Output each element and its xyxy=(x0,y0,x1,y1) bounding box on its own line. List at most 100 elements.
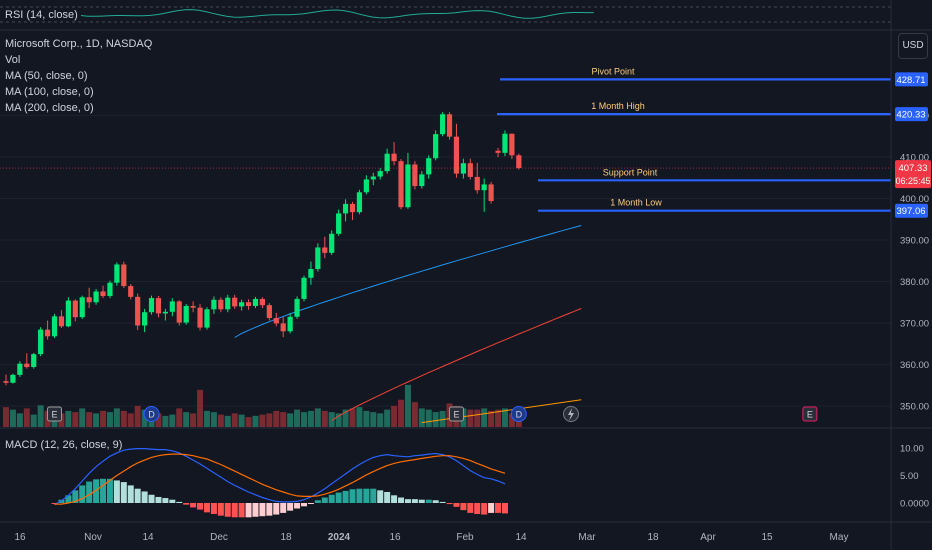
dividend-marker[interactable]: D xyxy=(143,406,160,422)
candle[interactable] xyxy=(10,373,16,384)
candle[interactable] xyxy=(502,130,508,157)
candle[interactable] xyxy=(252,296,259,309)
candle[interactable] xyxy=(266,303,272,321)
earnings-marker[interactable]: E xyxy=(802,406,818,422)
currency-button[interactable]: USD xyxy=(898,33,928,59)
candle[interactable] xyxy=(273,313,279,327)
candle[interactable] xyxy=(363,175,369,195)
candle[interactable] xyxy=(287,313,293,334)
candle[interactable] xyxy=(439,112,446,137)
candle[interactable] xyxy=(218,297,224,313)
candle[interactable] xyxy=(467,158,473,180)
candle[interactable] xyxy=(336,209,342,236)
candle[interactable] xyxy=(419,171,425,189)
candle[interactable] xyxy=(190,301,196,313)
candle[interactable] xyxy=(183,303,189,325)
time-axis[interactable]: 16 Nov 14 Dec 18 2024 16 Feb 14 Mar 18 Apr 15 May xyxy=(14,532,848,543)
candle[interactable] xyxy=(169,298,175,317)
candle[interactable] xyxy=(481,178,487,212)
candle[interactable] xyxy=(509,133,515,160)
candlesticks[interactable] xyxy=(3,112,522,386)
candle[interactable] xyxy=(79,295,85,319)
candle[interactable] xyxy=(280,317,286,338)
price-axis[interactable]: 350.00 360.00 370.00 380.00 390.00 400.00 410.… xyxy=(895,72,931,413)
candle[interactable] xyxy=(65,297,71,328)
candle[interactable] xyxy=(72,299,78,322)
candle[interactable] xyxy=(142,308,148,333)
candle[interactable] xyxy=(308,261,314,285)
indicator-vol[interactable]: Vol xyxy=(5,54,21,66)
candle[interactable] xyxy=(460,158,466,179)
candle[interactable] xyxy=(3,374,9,386)
candle[interactable] xyxy=(31,352,37,369)
candle[interactable] xyxy=(294,296,300,319)
candle[interactable] xyxy=(211,296,217,314)
earnings-marker[interactable]: E xyxy=(448,406,464,422)
rsi-pane[interactable] xyxy=(0,6,891,23)
candle[interactable] xyxy=(225,294,231,313)
candle[interactable] xyxy=(322,236,328,259)
candle[interactable] xyxy=(121,261,127,289)
dividend-marker[interactable]: D xyxy=(510,406,527,422)
candle[interactable] xyxy=(349,201,356,221)
candle[interactable] xyxy=(446,112,453,140)
candle[interactable] xyxy=(197,303,203,331)
candle[interactable] xyxy=(474,162,480,194)
indicator-ma-200[interactable]: MA (200, close, 0) xyxy=(5,102,94,114)
candle[interactable] xyxy=(204,307,210,330)
split-flash-icon[interactable] xyxy=(563,406,579,422)
candle[interactable] xyxy=(433,130,439,161)
candle[interactable] xyxy=(370,172,376,186)
candle[interactable] xyxy=(329,230,335,255)
candle[interactable] xyxy=(391,142,397,166)
macd-legend[interactable]: MACD (12, 26, close, 9) xyxy=(5,439,123,451)
candle[interactable] xyxy=(315,243,321,272)
candle[interactable] xyxy=(24,353,30,369)
candle[interactable] xyxy=(259,297,266,309)
candle[interactable] xyxy=(86,287,92,309)
horizontal-levels[interactable]: Pivot Point 1 Month High Support Point 1 Mo… xyxy=(497,66,891,212)
level-1-month-high[interactable]: 1 Month High xyxy=(497,101,891,116)
symbol-title[interactable]: Microsoft Corp., 1D, NASDAQ xyxy=(5,38,153,50)
candle[interactable] xyxy=(453,123,460,178)
indicator-ma-50[interactable]: MA (50, close, 0) xyxy=(5,70,88,82)
candle[interactable] xyxy=(135,293,141,331)
level-1-month-low[interactable]: 1 Month Low xyxy=(538,198,891,212)
candle[interactable] xyxy=(148,295,155,315)
candle[interactable] xyxy=(239,299,245,311)
level-support-point[interactable]: Support Point xyxy=(538,167,891,182)
candle[interactable] xyxy=(516,153,522,170)
candle[interactable] xyxy=(58,310,65,328)
candle[interactable] xyxy=(114,262,120,286)
candle[interactable] xyxy=(384,148,390,174)
candle[interactable] xyxy=(356,189,363,215)
level-pivot-point[interactable]: Pivot Point xyxy=(500,66,891,81)
indicator-ma-100[interactable]: MA (100, close, 0) xyxy=(5,86,94,98)
candle[interactable] xyxy=(245,299,252,310)
candle[interactable] xyxy=(155,296,162,318)
candle[interactable] xyxy=(495,147,501,157)
candle[interactable] xyxy=(301,275,307,302)
macd-pane[interactable] xyxy=(51,448,508,518)
candle[interactable] xyxy=(162,308,168,321)
candle[interactable] xyxy=(51,313,58,338)
candle[interactable] xyxy=(342,199,349,222)
candle[interactable] xyxy=(426,155,432,179)
candle[interactable] xyxy=(412,161,418,190)
candle[interactable] xyxy=(377,168,383,180)
candle[interactable] xyxy=(17,361,23,377)
earnings-marker[interactable]: E xyxy=(47,406,63,422)
candle[interactable] xyxy=(93,288,99,305)
candle[interactable] xyxy=(232,294,238,309)
candle[interactable] xyxy=(100,285,106,299)
candle[interactable] xyxy=(107,280,113,299)
candle[interactable] xyxy=(405,152,411,209)
candle[interactable] xyxy=(44,320,51,340)
candle[interactable] xyxy=(38,327,44,357)
candle[interactable] xyxy=(176,300,182,326)
candle[interactable] xyxy=(398,159,404,210)
rsi-legend[interactable]: RSI (14, close) xyxy=(5,9,78,21)
candle[interactable] xyxy=(488,181,494,204)
